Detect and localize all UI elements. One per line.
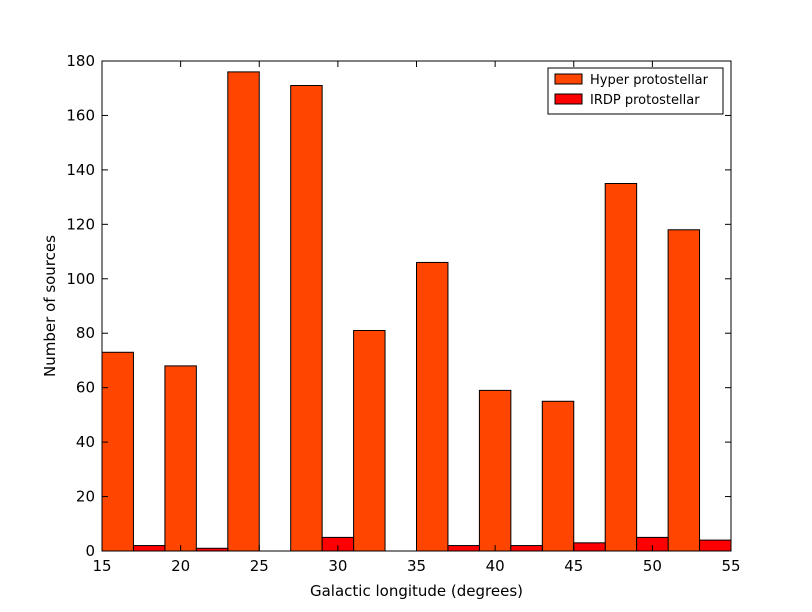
bars-layer [101, 71, 732, 552]
legend-label-hyper: Hyper protostellar [590, 73, 709, 88]
ticks-layer: 15 20 25 30 35 40 45 50 55 0 20 40 60 80 100 120 140 160 1… [66, 52, 740, 575]
bar-hyper-1 [164, 365, 197, 552]
bar-irdp-5 [447, 545, 480, 552]
x-tick-label: 35 [407, 557, 426, 575]
bar-hyper-7 [541, 400, 575, 552]
bar-hyper-0 [101, 351, 134, 552]
y-axis-label: Number of sources [41, 235, 59, 377]
bar-hyper-9 [667, 229, 701, 552]
bar-hyper-8 [604, 183, 638, 552]
bar-irdp-7 [573, 542, 606, 552]
y-tick-label: 40 [76, 433, 95, 451]
bar-hyper-3 [290, 85, 323, 552]
x-tick-label: 25 [250, 557, 269, 575]
bar-hyper-2 [227, 71, 260, 552]
x-axis-label: Galactic longitude (degrees) [310, 582, 523, 600]
bar-irdp-6 [510, 545, 543, 552]
legend-swatch-irdp [554, 93, 583, 105]
bar-irdp-9 [699, 539, 732, 552]
x-tick-label: 30 [328, 557, 347, 575]
y-tick-label: 20 [76, 488, 95, 506]
legend-label-irdp: IRDP protostellar [590, 93, 700, 108]
y-tick-label: 80 [76, 324, 95, 342]
x-tick-label: 45 [564, 557, 583, 575]
legend-swatch-hyper [554, 73, 583, 85]
y-tick-label: 120 [66, 215, 95, 233]
y-tick-label: 180 [66, 52, 95, 70]
y-tick-label: 0 [85, 542, 95, 560]
x-tick-label: 40 [486, 557, 505, 575]
legend: Hyper protostellar IRDP protostellar [547, 67, 724, 115]
y-tick-label: 140 [66, 161, 95, 179]
x-tick-label: 55 [721, 557, 740, 575]
x-tick-label: 50 [643, 557, 662, 575]
bar-hyper-6 [478, 389, 512, 552]
bar-hyper-4 [353, 330, 386, 552]
x-tick-label: 15 [92, 557, 111, 575]
x-tick-label: 20 [171, 557, 190, 575]
y-tick-label: 160 [66, 106, 95, 124]
y-tick-label: 100 [66, 270, 95, 288]
y-tick-label: 60 [76, 379, 95, 397]
bar-hyper-5 [416, 261, 449, 552]
bar-irdp-0 [132, 545, 166, 552]
